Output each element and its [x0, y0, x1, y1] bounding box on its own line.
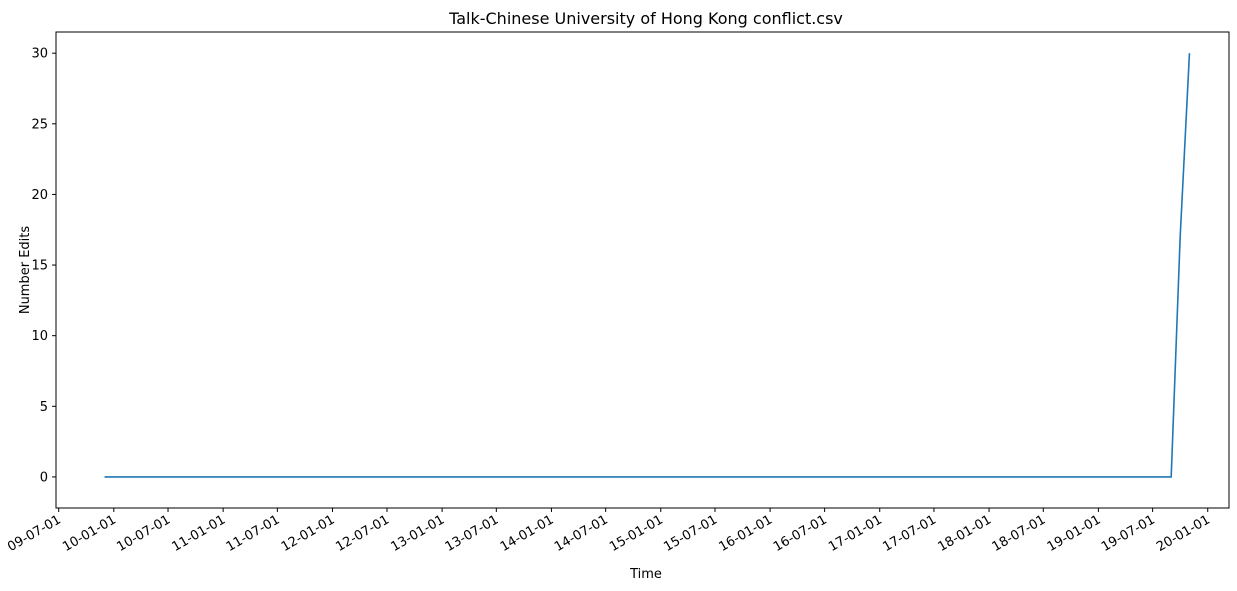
- x-tick-label: 20-01-01: [1154, 512, 1213, 554]
- x-axis: 09-07-0110-01-0110-07-0111-01-0111-07-01…: [5, 508, 1213, 555]
- x-tick-label: 14-07-01: [552, 512, 611, 554]
- x-tick-label: 18-01-01: [935, 512, 994, 554]
- plot-frame: [55, 31, 1230, 509]
- x-tick-label: 11-07-01: [224, 512, 283, 554]
- y-tick-label: 5: [40, 400, 48, 415]
- x-tick-label: 17-07-01: [880, 512, 939, 554]
- x-tick-label: 10-01-01: [60, 512, 119, 554]
- x-axis-label: Time: [629, 567, 662, 582]
- y-tick-label: 0: [40, 470, 48, 485]
- series-layer: [104, 53, 1191, 478]
- y-tick-label: 25: [31, 117, 48, 132]
- chart-title: Talk-Chinese University of Hong Kong con…: [448, 9, 843, 28]
- series-line: [104, 53, 1191, 478]
- y-tick-label: 20: [31, 188, 48, 203]
- y-tick-label: 10: [31, 329, 48, 344]
- x-tick-label: 15-01-01: [607, 512, 666, 554]
- x-tick-label: 16-07-01: [771, 512, 830, 554]
- x-tick-label: 12-07-01: [333, 512, 392, 554]
- x-tick-label: 12-01-01: [279, 512, 338, 554]
- y-axis: 0 5 10 15 20 25 30: [31, 47, 56, 485]
- x-tick-label: 15-07-01: [661, 512, 720, 554]
- y-tick-label: 30: [31, 47, 48, 62]
- x-tick-label: 13-07-01: [443, 512, 502, 554]
- x-tick-label: 19-07-01: [1099, 512, 1158, 554]
- x-tick-label: 17-01-01: [826, 512, 885, 554]
- x-tick-label: 13-01-01: [388, 512, 447, 554]
- x-tick-label: 19-01-01: [1045, 512, 1104, 554]
- x-tick-label: 18-07-01: [990, 512, 1049, 554]
- x-tick-label: 16-01-01: [716, 512, 775, 554]
- y-tick-label: 15: [31, 259, 48, 274]
- x-tick-label: 10-07-01: [114, 512, 173, 554]
- x-tick-label: 09-07-01: [5, 512, 64, 554]
- x-tick-label: 14-01-01: [498, 512, 557, 554]
- y-axis-label: Number Edits: [18, 226, 33, 315]
- x-tick-label: 11-01-01: [170, 512, 229, 554]
